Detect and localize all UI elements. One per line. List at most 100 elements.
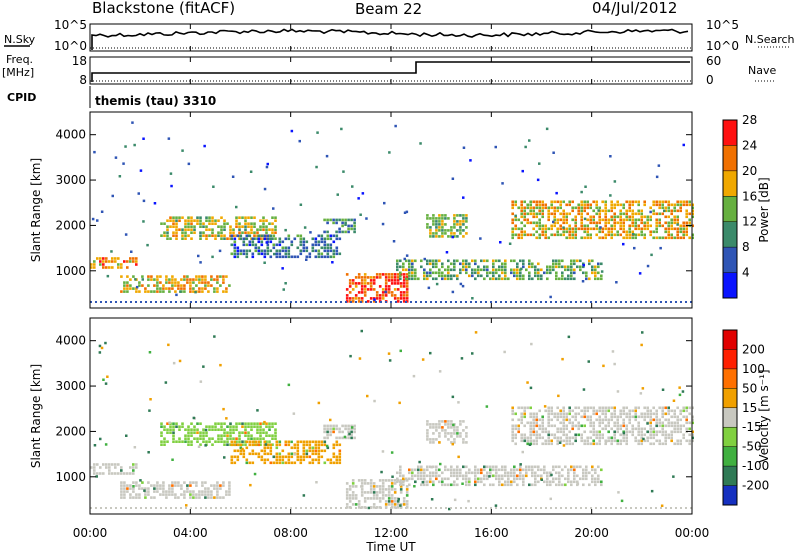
heatmap-cell [664, 215, 667, 219]
heatmap-cell [534, 265, 537, 269]
heatmap-cell [308, 461, 312, 465]
scatter-cell [438, 370, 442, 373]
scatter-cell [439, 462, 442, 466]
heatmap-cell [435, 477, 438, 481]
scatter-cell [357, 197, 360, 200]
heatmap-cell [281, 455, 285, 459]
heatmap-cell [511, 227, 514, 231]
heatmap-cell [670, 433, 673, 437]
heatmap-cell [390, 494, 394, 497]
heatmap-cell [251, 461, 255, 465]
heatmap-cell [619, 427, 622, 431]
heatmap-cell [658, 439, 661, 443]
heatmap-cell [126, 275, 129, 278]
heatmap-cell [622, 406, 625, 410]
heatmap-cell [429, 226, 432, 229]
heatmap-cell [405, 477, 408, 481]
heatmap-cell [589, 215, 592, 219]
heatmap-cell [561, 474, 564, 478]
heatmap-cell [474, 483, 477, 487]
heatmap-cell [580, 209, 583, 213]
scatter-cell [519, 463, 522, 466]
heatmap-cell [266, 458, 270, 462]
heatmap-cell [250, 216, 253, 219]
heatmap-cell [513, 468, 516, 472]
heatmap-cell [582, 468, 585, 472]
heatmap-cell [163, 222, 166, 225]
heatmap-cell [685, 406, 688, 410]
heatmap-cell [236, 246, 240, 250]
heatmap-cell [190, 431, 193, 434]
scatter-cell [602, 364, 605, 368]
heatmap-cell [259, 228, 262, 231]
heatmap-cell [511, 412, 514, 416]
heatmap-cell [323, 230, 326, 234]
heatmap-cell [549, 271, 552, 275]
scatter-cell [672, 399, 676, 402]
heatmap-cell [338, 436, 341, 440]
heatmap-cell [574, 206, 577, 210]
nave-label: Nave [748, 64, 776, 77]
heatmap-cell [631, 433, 634, 437]
colorbar-tick-label: 28 [742, 113, 757, 127]
heatmap-cell [171, 287, 174, 290]
heatmap-cell [520, 206, 523, 210]
heatmap-cell [345, 506, 349, 509]
heatmap-cell [504, 274, 507, 278]
heatmap-cell [168, 278, 171, 281]
heatmap-cell [504, 474, 507, 478]
heatmap-cell [459, 232, 462, 235]
heatmap-cell [465, 217, 468, 220]
heatmap-cell [402, 477, 405, 481]
heatmap-cell [369, 482, 373, 485]
heatmap-cell [676, 209, 679, 213]
heatmap-cell [177, 284, 180, 287]
heatmap-cell [616, 415, 619, 419]
scatter-cell [676, 223, 679, 226]
heatmap-cell [574, 227, 577, 231]
heatmap-cell [274, 225, 277, 228]
heatmap-cell [550, 406, 553, 410]
scatter-cell [639, 392, 643, 395]
heatmap-cell [550, 424, 553, 428]
heatmap-cell [567, 468, 570, 472]
heatmap-cell [547, 412, 550, 416]
scatter-cell [419, 142, 422, 145]
heatmap-cell [426, 259, 429, 263]
scatter-cell [167, 343, 170, 347]
heatmap-cell [202, 234, 205, 237]
heatmap-cell [540, 468, 543, 472]
scatter-cell [287, 383, 291, 387]
heatmap-cell [257, 240, 261, 244]
heatmap-cell [405, 503, 409, 506]
heatmap-cell [558, 480, 561, 484]
heatmap-cell [147, 481, 150, 484]
velocity-colorbar-label: Velocity [m s⁻¹] [757, 369, 771, 462]
heatmap-cell [420, 468, 423, 472]
heatmap-cell [691, 236, 694, 240]
heatmap-cell [658, 236, 661, 240]
heatmap-cell [178, 440, 181, 443]
heatmap-cell [552, 265, 555, 269]
heatmap-cell [516, 274, 519, 278]
heatmap-cell [459, 420, 462, 423]
heatmap-cell [172, 428, 175, 431]
heatmap-cell [351, 479, 355, 482]
x-tick-label: 08:00 [273, 526, 308, 540]
heatmap-cell [171, 490, 174, 493]
heatmap-cell [372, 276, 376, 279]
heatmap-cell [628, 412, 631, 416]
heatmap-cell [381, 494, 385, 497]
heatmap-cell [230, 234, 234, 238]
heatmap-cell [640, 412, 643, 416]
heatmap-cell [438, 217, 441, 220]
heatmap-cell [323, 246, 327, 250]
heatmap-cell [284, 455, 288, 459]
heatmap-cell [123, 481, 126, 484]
heatmap-cell [348, 297, 352, 300]
scatter-cell [133, 446, 137, 449]
heatmap-cell [265, 228, 268, 231]
heatmap-cell [483, 477, 486, 481]
heatmap-cell [372, 497, 376, 500]
heatmap-cell [229, 434, 232, 437]
